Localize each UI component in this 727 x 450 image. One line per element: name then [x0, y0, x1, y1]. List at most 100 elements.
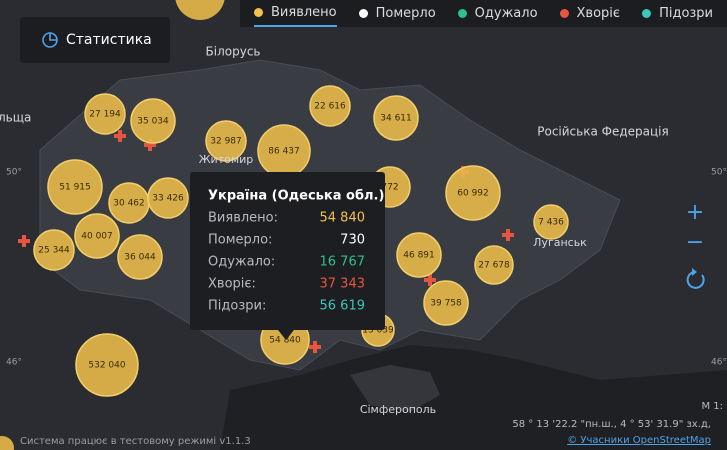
bubble-label: 25 344 — [38, 246, 70, 256]
bubble-label: 772 — [381, 183, 398, 193]
bubble[interactable]: 39 758 — [423, 280, 469, 326]
bubble[interactable]: 36 044 — [117, 234, 163, 280]
legend-label: Померло — [375, 6, 436, 21]
hospital-marker — [424, 274, 436, 286]
legend-label: Підозри — [659, 6, 714, 21]
crimea — [350, 365, 440, 412]
bubble-label: 36 044 — [124, 253, 156, 263]
bubble-circle — [373, 95, 419, 141]
legend-item[interactable]: Підозри — [642, 6, 713, 21]
bubble-circle — [445, 165, 501, 221]
place-label: Сімферополь — [360, 403, 436, 416]
bubble[interactable]: 60 992 — [445, 165, 501, 221]
bubble-label: 34 611 — [380, 114, 412, 124]
bubble-circle — [423, 280, 469, 326]
tooltip-box — [190, 172, 385, 330]
graticule-label: 46° — [711, 358, 727, 368]
legend-dot — [642, 9, 652, 18]
hospital-marker — [114, 130, 126, 142]
bubble-label: 32 987 — [210, 137, 242, 147]
bubble-label: 30 462 — [113, 199, 145, 209]
labels: Білорусь Російська Федерація Житомир Луганс… — [0, 45, 727, 417]
bubble[interactable] — [175, 0, 225, 20]
bubble[interactable]: 32 987 — [205, 120, 247, 162]
legend-label: Виявлено — [271, 5, 337, 20]
bubble[interactable]: 30 462 — [108, 182, 150, 224]
legend-dot — [457, 9, 467, 18]
bubble-circle — [309, 85, 351, 127]
bubble-label: 40 007 — [81, 232, 113, 242]
graticule-label: 50° — [6, 168, 22, 178]
place-label: Російська Федерація — [537, 125, 668, 139]
legend-dot — [254, 8, 263, 17]
bubble-label: 532 040 — [88, 361, 125, 371]
bubble[interactable]: 40 007 — [74, 213, 120, 259]
place-label: Луганськ — [533, 236, 587, 249]
legend-label: Хворіє — [576, 6, 621, 21]
footer-scale: М 1: — [701, 401, 723, 412]
place-label: льща — [0, 111, 31, 125]
bubble[interactable]: 33 426 — [147, 177, 189, 219]
bubble[interactable]: 34 611 — [373, 95, 419, 141]
bubble-circle — [47, 159, 103, 215]
bubble-label: 33 426 — [152, 194, 184, 204]
bubble[interactable]: 35 034 — [130, 98, 176, 144]
bubble[interactable]: 46 891 — [396, 232, 442, 278]
graticule-label: 50° — [711, 168, 727, 178]
footer-status: Система працює в тестовому режимі v1.1.3 — [20, 436, 251, 447]
bubble[interactable]: 27 678 — [474, 245, 514, 285]
stats-icon — [42, 32, 58, 48]
graticule-label: 46° — [6, 358, 22, 368]
hospital-marker — [144, 139, 156, 151]
tooltip-arrow — [278, 330, 294, 340]
bubble-label: 35 034 — [137, 117, 169, 127]
bubble-circle — [147, 177, 189, 219]
legend-dot — [559, 9, 569, 18]
hospital-marker — [309, 341, 321, 353]
bubble-circle — [33, 229, 75, 271]
legend-bar: Виявлено Померло Одужало Хворіє Підозри — [240, 0, 727, 27]
bubble[interactable]: 532 040 — [75, 333, 139, 397]
bubble-label: 60 992 — [457, 189, 489, 199]
bubble[interactable]: 7 436 — [533, 204, 569, 240]
hospital-marker — [18, 235, 30, 247]
zoom-out[interactable]: − — [686, 230, 704, 255]
tooltip-row-value: 730 — [340, 233, 365, 248]
footer-attribution[interactable]: © Учасники OpenStreetMap — [567, 435, 711, 446]
zoom-in[interactable]: + — [686, 200, 704, 225]
bubble-circle — [130, 98, 176, 144]
reset-button[interactable] — [686, 268, 705, 289]
bubble-circle — [75, 333, 139, 397]
tooltip-row-label: Підозри: — [208, 299, 266, 314]
bubble-label: 51 915 — [59, 183, 91, 193]
bubble-circle — [205, 120, 247, 162]
bubble[interactable]: 22 616 — [309, 85, 351, 127]
tooltip-row-label: Померло: — [208, 233, 272, 248]
bubble[interactable]: 25 344 — [33, 229, 75, 271]
bubble[interactable] — [0, 436, 14, 450]
bubble-label: 27 678 — [478, 261, 510, 271]
bubble-circle — [533, 204, 569, 240]
bubble-circle — [474, 245, 514, 285]
tooltip-row-label: Одужало: — [208, 255, 275, 270]
legend-item[interactable]: Одужало — [457, 6, 538, 21]
tooltip-row-value: 56 619 — [320, 299, 366, 314]
bubble-label: 54 840 — [269, 336, 301, 346]
sea — [220, 345, 727, 450]
bubble-label: 86 437 — [268, 147, 300, 157]
legend-item[interactable]: Померло — [358, 6, 436, 21]
tooltip-row-label: Виявлено: — [208, 211, 278, 226]
legend-item[interactable]: Виявлено — [254, 0, 337, 27]
legend-item[interactable]: Хворіє — [559, 6, 621, 21]
tooltip-row-value: 54 840 — [320, 211, 366, 226]
place-label: Білорусь — [206, 45, 261, 59]
bubble[interactable]: 51 915 — [47, 159, 103, 215]
tooltip-title: Україна (Одеська обл.) — [208, 189, 384, 204]
bubble-circle — [74, 213, 120, 259]
bubble[interactable]: 86 437 — [257, 124, 311, 178]
stats-button[interactable]: Статистика — [20, 17, 170, 63]
stats-label: Статистика — [66, 32, 152, 48]
bubble-label: 13 039 — [362, 326, 394, 336]
bubble[interactable]: 27 194 — [84, 93, 126, 135]
